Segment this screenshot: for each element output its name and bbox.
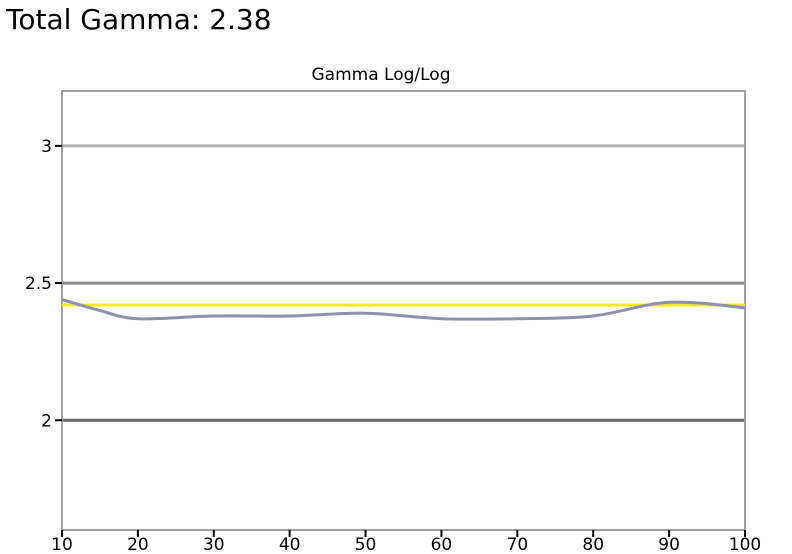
y-tick-label-1: 2.5 [25,274,52,294]
plot-area-border [61,90,746,531]
series-line-1 [61,298,746,321]
chart-title: Gamma Log/Log [312,65,451,85]
x-tick-label-2: 30 [203,535,225,554]
x-tick-label-5: 60 [431,535,453,554]
y-tick-label-0: 2 [41,411,52,431]
series-lines [61,298,746,321]
grid-lines [62,144,745,422]
x-tick-label-3: 40 [279,535,301,554]
x-tick-label-0: 10 [51,535,73,554]
x-tick-label-8: 90 [658,535,680,554]
axis-ticks: 2 2.5 3 10 20 30 40 50 60 70 80 90 100 [25,137,761,554]
page-title: Total Gamma: 2.38 [6,3,272,36]
x-tick-label-6: 70 [507,535,529,554]
x-tick-label-1: 20 [127,535,149,554]
plot-frame [61,90,746,531]
x-tick-label-4: 50 [355,535,377,554]
x-tick-label-7: 80 [582,535,604,554]
x-tick-label-9: 100 [729,535,761,554]
y-tick-label-2: 3 [41,137,52,157]
